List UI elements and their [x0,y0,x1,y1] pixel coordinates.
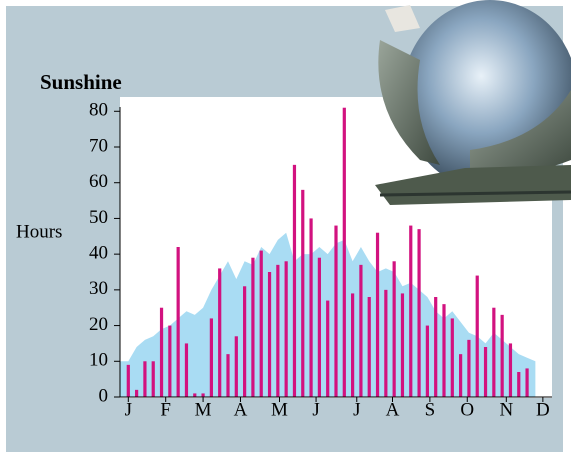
bar [475,275,479,397]
y-tick-label: 80 [89,100,108,121]
y-tick-label: 70 [89,135,108,156]
y-tick-label: 10 [89,350,108,371]
bar [209,318,213,397]
chart-title: Sunshine [40,70,122,94]
bar [143,361,147,397]
x-tick-label: A [234,399,248,420]
bar [483,347,488,397]
bar [159,307,164,397]
x-tick-label: F [160,399,171,420]
y-tick-label: 50 [89,207,108,228]
y-tick-label: 20 [89,314,108,335]
bar [442,304,446,397]
bar [292,164,297,397]
bar [317,257,321,397]
bar [500,314,504,397]
y-tick-label: 0 [99,385,109,406]
bar [367,297,371,397]
x-tick-label: A [386,399,400,420]
bar [375,232,380,397]
y-tick-label: 60 [89,171,108,192]
x-tick-label: M [271,399,288,420]
bar [450,318,454,397]
bar [259,250,263,397]
x-tick-label: J [125,399,132,420]
bar [425,325,429,397]
x-tick-label: O [460,399,474,420]
bar [201,393,205,397]
bar [309,218,313,397]
y-tick-label: 40 [89,243,108,264]
bar [492,307,496,397]
bar [384,289,388,397]
bar [342,107,346,397]
y-axis-label: Hours [16,221,62,242]
x-tick-label: M [195,399,212,420]
bar [251,257,255,397]
bar [400,293,405,397]
bar [135,389,139,397]
bar [284,261,288,397]
bar [218,268,222,397]
bar [168,325,172,397]
x-tick-label: J [312,399,319,420]
bar [126,364,130,397]
bar [151,361,155,397]
bar [267,272,272,397]
bar [525,368,529,397]
bar [508,343,513,397]
x-tick-label: J [353,399,360,420]
bar [359,264,363,397]
bar [301,189,305,397]
x-tick-label: S [425,399,436,420]
x-tick-label: D [536,399,550,420]
bar [176,247,180,397]
bar [517,372,521,397]
bar [417,229,421,397]
bar [409,225,413,397]
y-tick-label: 30 [89,278,108,299]
bar [193,393,197,397]
bar [234,336,238,397]
bar [326,300,330,397]
bar [434,297,438,397]
bar [276,264,280,397]
x-tick-label: N [499,399,513,420]
bar [351,293,355,397]
bar [334,225,338,397]
bar [184,343,189,397]
bar [459,354,463,397]
bar [226,354,230,397]
bar [467,339,471,397]
bar [243,286,247,397]
bar [392,261,396,397]
